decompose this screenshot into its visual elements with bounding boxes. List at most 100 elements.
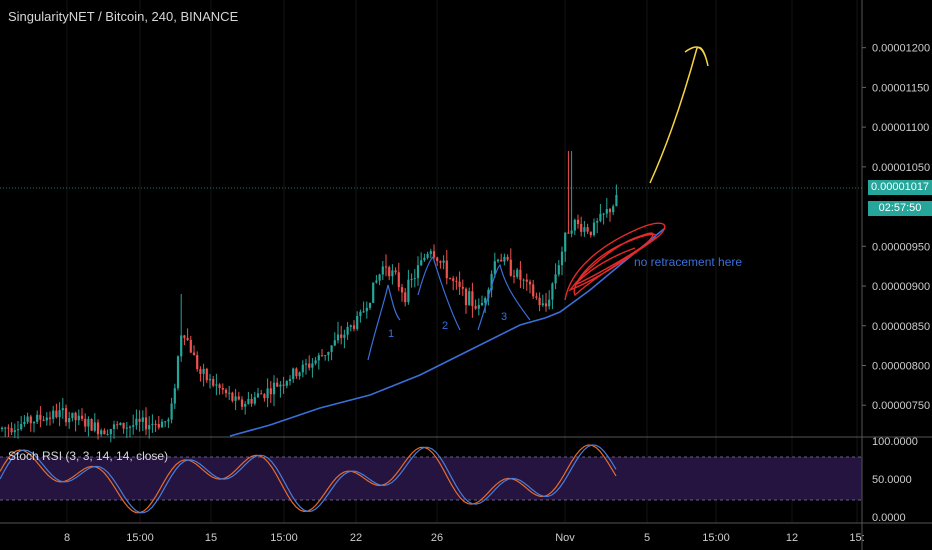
- candle-body: [388, 267, 391, 277]
- candle-body: [580, 223, 583, 232]
- candle-body: [333, 340, 336, 346]
- candle-body: [455, 280, 458, 282]
- time-tick-label: Nov: [555, 532, 575, 544]
- candle-body: [583, 227, 586, 232]
- candle-body: [573, 219, 576, 231]
- candle-body: [64, 408, 68, 423]
- candle-body: [189, 339, 192, 353]
- price-tick-label: 0.00000850: [872, 321, 930, 333]
- candle-body: [256, 393, 260, 398]
- candle-body: [359, 311, 362, 317]
- candle-body: [103, 430, 106, 435]
- candle-body: [263, 394, 266, 399]
- time-tick-label: 15:00: [270, 532, 298, 544]
- candle-body: [432, 251, 436, 258]
- candle-body: [224, 389, 228, 394]
- candle-body: [196, 355, 199, 370]
- candle-body: [212, 379, 215, 386]
- time-tick-label: 15:00: [126, 532, 154, 544]
- candle-body: [279, 384, 282, 387]
- candle-body: [500, 259, 503, 262]
- price-tick-label: 0.00001050: [872, 162, 930, 174]
- candle-body: [202, 368, 205, 374]
- candle-body: [84, 418, 87, 427]
- candle-body: [154, 423, 157, 425]
- red-scribble-drawing: [564, 222, 666, 301]
- price-tick-label: 0.00000750: [872, 400, 930, 412]
- candle-body: [116, 424, 119, 426]
- candle-body: [551, 283, 554, 300]
- candle-body: [208, 379, 212, 381]
- candle-body: [106, 434, 109, 436]
- candle-body: [52, 410, 55, 419]
- candle-body: [250, 398, 253, 404]
- candle-body: [608, 209, 612, 213]
- indicator-title: Stoch RSI (3, 3, 14, 14, close): [8, 449, 169, 463]
- candle-body: [10, 428, 13, 433]
- candle-body: [589, 231, 592, 236]
- candle-body: [410, 278, 413, 280]
- candle-body: [448, 278, 452, 280]
- candle-body: [416, 265, 420, 279]
- candle-body: [464, 288, 468, 306]
- candle-body: [298, 372, 301, 377]
- candle-body: [109, 428, 112, 435]
- candle-body: [343, 334, 346, 338]
- candle-body: [180, 335, 183, 357]
- candle-body: [39, 414, 42, 420]
- price-tick-label: 0.00001100: [872, 122, 929, 134]
- candle-body: [560, 251, 564, 266]
- candle-body: [471, 291, 474, 307]
- candle-body: [493, 261, 496, 274]
- candle-body: [461, 286, 464, 289]
- moving-average-line: [229, 227, 666, 437]
- candle-body: [160, 421, 164, 428]
- candle-body: [423, 257, 426, 261]
- candle-body: [218, 384, 221, 389]
- candle-body: [567, 232, 570, 234]
- candles: [0, 150, 618, 443]
- candle-body: [496, 259, 500, 262]
- candle-body: [522, 279, 525, 281]
- price-tick-label: 0.00001200: [872, 43, 930, 55]
- time-axis-labels: 8 15:00 15 15:00 22 26 Nov 5 15:00 12 15:: [64, 532, 865, 544]
- candle-body: [93, 422, 96, 431]
- candle-body: [269, 388, 272, 395]
- candle-body: [477, 305, 480, 309]
- candle-body: [237, 396, 240, 400]
- candle-body: [528, 281, 532, 285]
- candle-body: [288, 379, 292, 382]
- wave-drawing: [367, 255, 531, 361]
- candle-body: [13, 430, 16, 433]
- price-tick-label: 0.00000950: [872, 241, 930, 253]
- candle-body: [135, 418, 138, 426]
- candle-body: [173, 388, 176, 404]
- candle-body: [314, 360, 317, 364]
- candle-body: [132, 425, 135, 427]
- candle-body: [4, 427, 7, 429]
- candle-body: [151, 423, 154, 426]
- candle-body: [340, 334, 343, 338]
- candle-body: [487, 289, 490, 299]
- candle-body: [391, 270, 394, 277]
- candle-body: [125, 427, 128, 429]
- candle-body: [183, 335, 186, 338]
- candle-body: [506, 256, 509, 260]
- candle-body: [304, 363, 308, 365]
- last-price-tag: 0.00001017: [868, 180, 932, 195]
- candle-body: [570, 230, 573, 234]
- wave-label-1: 1: [388, 328, 395, 340]
- candle-body: [612, 206, 615, 213]
- candle-body: [90, 418, 93, 431]
- stoch-tick-label: 0.0000: [872, 512, 906, 524]
- candle-body: [474, 306, 477, 309]
- candle-body: [365, 307, 368, 312]
- candle-body: [336, 334, 340, 341]
- yellow-arrow-drawing: [649, 46, 709, 184]
- candle-body: [192, 352, 196, 356]
- candle-body: [308, 363, 311, 368]
- price-tick-label: 0.00001150: [872, 82, 929, 94]
- time-tick-label: 12: [786, 532, 798, 544]
- candle-body: [541, 303, 544, 306]
